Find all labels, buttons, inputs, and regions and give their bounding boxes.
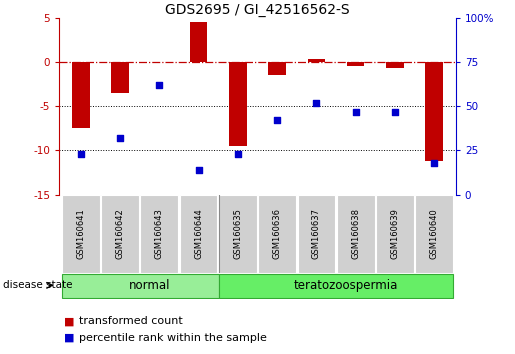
Bar [190, 22, 208, 62]
Text: GSM160635: GSM160635 [233, 208, 243, 259]
Text: teratozoospermia: teratozoospermia [293, 279, 398, 292]
Bar [425, 62, 443, 161]
Text: GSM160642: GSM160642 [115, 208, 125, 259]
Point [312, 100, 320, 105]
Text: ■: ■ [64, 333, 75, 343]
Point [155, 82, 163, 88]
Bar [101, 195, 139, 273]
Bar [111, 62, 129, 93]
Bar [347, 62, 365, 67]
Point [352, 109, 360, 114]
Bar [180, 195, 217, 273]
Point [116, 135, 124, 141]
Point [234, 151, 242, 157]
Bar [72, 62, 90, 128]
Text: GSM160641: GSM160641 [76, 208, 85, 259]
Point [273, 118, 281, 123]
Bar [259, 195, 296, 273]
Text: GSM160640: GSM160640 [430, 208, 439, 259]
Bar [219, 195, 256, 273]
Text: normal: normal [129, 279, 170, 292]
Text: GSM160638: GSM160638 [351, 208, 360, 259]
Bar [307, 59, 325, 62]
Title: GDS2695 / GI_42516562-S: GDS2695 / GI_42516562-S [165, 3, 350, 17]
Bar [229, 62, 247, 146]
Bar [141, 195, 178, 273]
Text: transformed count: transformed count [79, 316, 182, 326]
Text: GSM160639: GSM160639 [390, 208, 400, 259]
Bar [298, 195, 335, 273]
Bar [337, 195, 374, 273]
Text: disease state: disease state [3, 280, 72, 290]
Text: percentile rank within the sample: percentile rank within the sample [79, 333, 267, 343]
Text: GSM160637: GSM160637 [312, 208, 321, 259]
Text: GSM160644: GSM160644 [194, 208, 203, 259]
Point [195, 167, 203, 173]
Bar [268, 62, 286, 75]
Bar [376, 195, 414, 273]
Text: GSM160643: GSM160643 [155, 208, 164, 259]
Text: ■: ■ [64, 316, 75, 326]
Point [77, 151, 85, 157]
Text: GSM160636: GSM160636 [272, 208, 282, 259]
Point [391, 109, 399, 114]
Bar [62, 195, 100, 273]
Point [430, 160, 438, 166]
Bar [62, 274, 219, 298]
Bar [415, 195, 453, 273]
Bar [386, 62, 404, 68]
Bar [219, 274, 453, 298]
